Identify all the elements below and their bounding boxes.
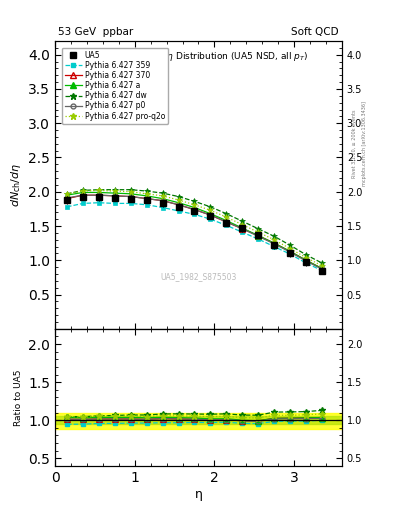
Y-axis label: $dN_{\rm ch}/d\eta$: $dN_{\rm ch}/d\eta$ <box>9 163 23 207</box>
Text: Rivet 3.1.10, ≥ 200k events: Rivet 3.1.10, ≥ 200k events <box>352 109 357 178</box>
X-axis label: η: η <box>195 487 202 501</box>
Text: Charged Particle $\eta$ Distribution (UA5 NSD, all $p_T$): Charged Particle $\eta$ Distribution (UA… <box>89 50 308 62</box>
Bar <box>55 416 342 424</box>
Text: 53 GeV  ppbar: 53 GeV ppbar <box>58 27 133 37</box>
Text: Soft QCD: Soft QCD <box>292 27 339 37</box>
Y-axis label: Ratio to UA5: Ratio to UA5 <box>14 369 23 425</box>
Text: mcplots.cern.ch [arXiv:1306.3436]: mcplots.cern.ch [arXiv:1306.3436] <box>362 101 367 186</box>
Text: UA5_1982_S875503: UA5_1982_S875503 <box>160 272 237 282</box>
Bar <box>55 413 342 430</box>
Legend: UA5, Pythia 6.427 359, Pythia 6.427 370, Pythia 6.427 a, Pythia 6.427 dw, Pythia: UA5, Pythia 6.427 359, Pythia 6.427 370,… <box>62 48 168 123</box>
